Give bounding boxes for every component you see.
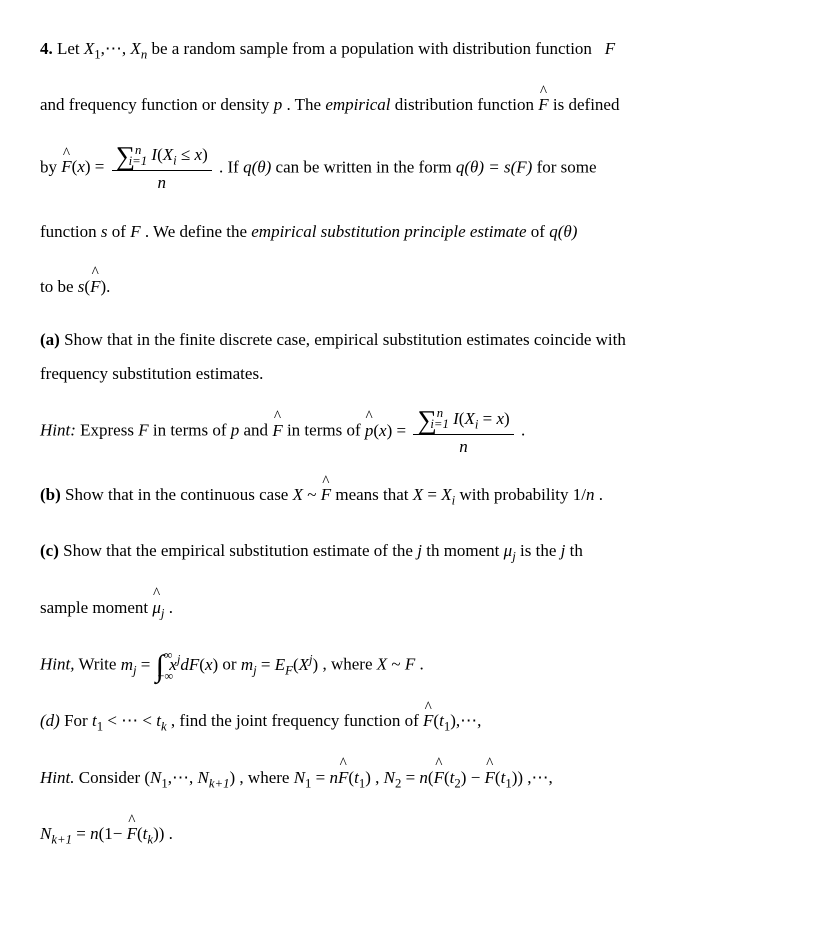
hint-label: Hint, xyxy=(40,655,74,674)
part-a: (a) Show that in the finite discrete cas… xyxy=(40,323,783,391)
Fhat-t1: F(t1),⋯, xyxy=(423,711,481,730)
Nkp1-def: Nk+1 = n(1− F(tk)) xyxy=(40,824,169,843)
text: . If xyxy=(219,157,243,176)
problem-intro-2: and frequency function or density p . Th… xyxy=(40,86,783,123)
N2-def: N2 = n(F(t2) − F(t1)) xyxy=(384,768,528,787)
text: to be xyxy=(40,277,78,296)
text: th xyxy=(570,541,583,560)
emph: empirical substitution principle estimat… xyxy=(251,222,526,241)
text: For xyxy=(64,711,92,730)
text: in terms of xyxy=(153,421,231,440)
problem-number: 4. xyxy=(40,39,53,58)
part-d: (d) For t1 < ⋯ < tk , find the joint fre… xyxy=(40,702,783,740)
text: . The xyxy=(286,95,325,114)
text: Let xyxy=(57,39,84,58)
text: Express xyxy=(80,421,138,440)
definition-line: by F(x) = ∑ ni=1 I(Xi ≤ x) n . If q(θ) c… xyxy=(40,142,783,195)
phat-def: p(x) = ∑ ni=1 I(Xi = x) n xyxy=(365,421,521,440)
text: or xyxy=(222,655,240,674)
text: in terms of xyxy=(287,421,365,440)
text: for some xyxy=(537,157,597,176)
text: is the xyxy=(520,541,561,560)
text: frequency substitution estimates. xyxy=(40,364,263,383)
text: , where xyxy=(322,655,376,674)
p: p xyxy=(274,95,283,114)
text: means that xyxy=(335,485,412,504)
text: distribution function xyxy=(395,95,539,114)
text: sample moment xyxy=(40,598,152,617)
text: can be written in the form xyxy=(276,157,456,176)
part-label: (c) xyxy=(40,541,59,560)
hint-label: Hint. xyxy=(40,768,74,787)
eq-form: q(θ) = s(F) xyxy=(456,157,532,176)
emph: empirical xyxy=(325,95,390,114)
integral-icon: ∫ ∞ −∞ xyxy=(156,651,164,682)
text: is defined xyxy=(553,95,620,114)
to-be-line: to be s(F). xyxy=(40,268,783,305)
text: Write xyxy=(78,655,120,674)
part-label: (d) xyxy=(40,711,60,730)
text: th moment xyxy=(426,541,503,560)
mu-j: μj xyxy=(504,541,516,560)
text: , find the joint frequency function of xyxy=(171,711,423,730)
text: , where xyxy=(239,768,293,787)
sample-moment-line: sample moment μj . xyxy=(40,589,783,627)
part-label: (a) xyxy=(40,330,60,349)
Nkp1-line: Nk+1 = n(1− F(tk)) . xyxy=(40,815,783,853)
hint-d: Hint. Consider (N1,⋯, Nk+1) , where N1 =… xyxy=(40,759,783,797)
frac: ∑ ni=1 I(Xi = x) n xyxy=(413,405,513,458)
part-c: (c) Show that the empirical substitution… xyxy=(40,532,783,570)
text: function xyxy=(40,222,101,241)
text: by xyxy=(40,157,61,176)
text: Show that the empirical substitution est… xyxy=(63,541,417,560)
X-eq-Xi: X = Xi xyxy=(413,485,460,504)
qtheta: q(θ) xyxy=(243,157,271,176)
frac: ∑ ni=1 I(Xi ≤ x) n xyxy=(112,142,212,195)
X-tilde-F: X ~ F xyxy=(377,655,420,674)
text: with probability xyxy=(459,485,572,504)
one-over-n: 1/n xyxy=(573,485,599,504)
text: and xyxy=(244,421,273,440)
part-b: (b) Show that in the continuous case X ~… xyxy=(40,476,783,514)
muhat-j: μj xyxy=(152,598,164,617)
N-vector: (N1,⋯, Nk+1) xyxy=(144,768,239,787)
Fhat-eq: F(x) = ∑ ni=1 I(Xi ≤ x) n xyxy=(61,157,219,176)
text: be a random sample from a population wit… xyxy=(151,39,592,58)
text: and frequency function or density xyxy=(40,95,274,114)
text: of xyxy=(108,222,131,241)
X-tilde-Fhat: X ~ F xyxy=(293,485,336,504)
part-label: (b) xyxy=(40,485,61,504)
text: Consider xyxy=(79,768,145,787)
text: of xyxy=(527,222,550,241)
mj-expectation: mj = EF(Xj) xyxy=(241,655,323,674)
problem-intro-1: 4. Let X1,⋯, Xn be a random sample from … xyxy=(40,30,783,68)
sample-list: X1,⋯, Xn xyxy=(84,39,152,58)
s-fhat: s(F) xyxy=(78,277,106,296)
text: Show that in the finite discrete case, e… xyxy=(64,330,626,349)
mj-integral: mj = ∫ ∞ −∞ xjdF(x) xyxy=(121,655,223,674)
F: F xyxy=(605,39,615,58)
hint-label: Hint: xyxy=(40,421,76,440)
t-ordering: t1 < ⋯ < tk xyxy=(92,711,171,730)
text: . We define the xyxy=(141,222,252,241)
hint-a: Hint: Express F in terms of p and F in t… xyxy=(40,405,783,458)
definition-line-2: function s of F . We define the empirica… xyxy=(40,213,783,250)
hint-c: Hint, Write mj = ∫ ∞ −∞ xjdF(x) or mj = … xyxy=(40,645,783,684)
text: Show that in the continuous case xyxy=(65,485,293,504)
N1-def: N1 = nF(t1) xyxy=(294,768,375,787)
Fhat: F xyxy=(538,86,548,123)
